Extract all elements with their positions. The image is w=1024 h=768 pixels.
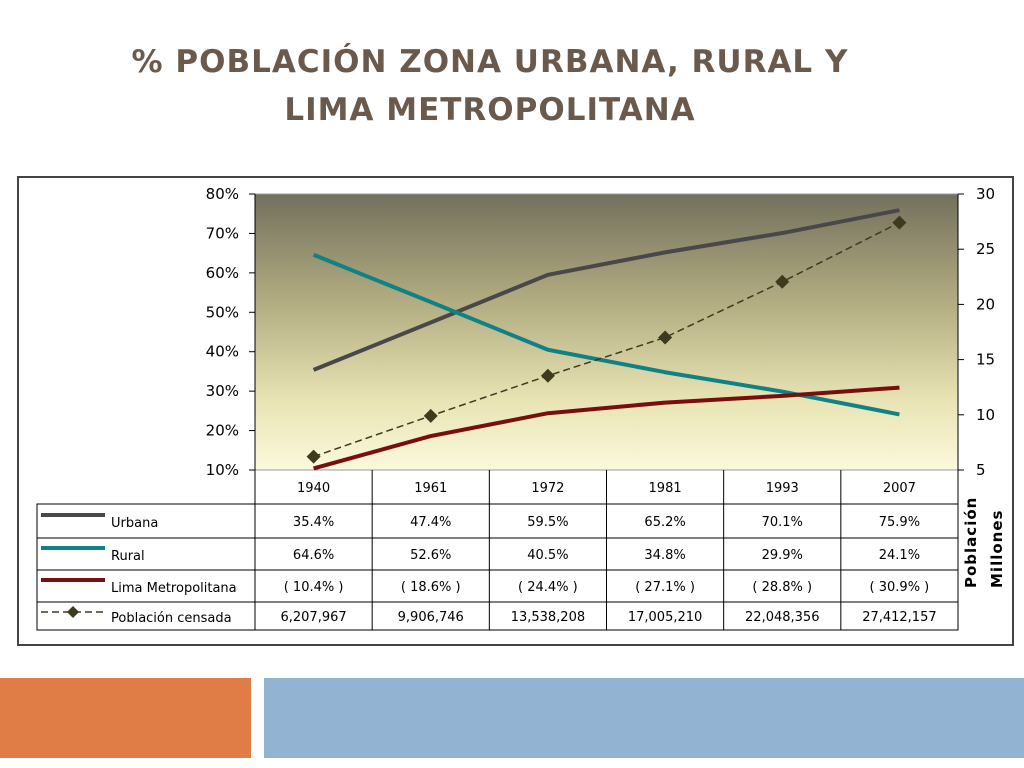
table-cell: 27,412,157	[862, 610, 936, 625]
legend-marker-poblacion	[67, 606, 79, 618]
series-poblacion-marker	[658, 330, 673, 345]
left-axis-tick-label: 20%	[206, 422, 239, 440]
category-label: 1993	[766, 481, 799, 496]
table-cell: ( 10.4% )	[284, 580, 344, 595]
category-label: 1981	[649, 481, 682, 496]
left-axis-tick-label: 50%	[206, 303, 239, 321]
data-table-body	[36, 503, 959, 631]
table-cell: 17,005,210	[628, 610, 702, 625]
table-cell: ( 18.6% )	[401, 580, 461, 595]
table-cell: ( 30.9% )	[870, 580, 930, 595]
table-cell: ( 27.1% )	[635, 580, 695, 595]
series-poblacion-line	[313, 221, 900, 458]
slide-title: % POBLACIÓN ZONA URBANA, RURAL Y LIMA ME…	[70, 38, 910, 134]
slide-title-line-1: % POBLACIÓN ZONA URBANA, RURAL Y	[131, 44, 849, 80]
right-axis-tick-label: 30	[976, 185, 995, 203]
series-urbana-line	[312, 208, 900, 372]
left-axis-tick-label: 80%	[206, 185, 239, 203]
series-poblacion-marker	[423, 408, 438, 423]
series-poblacion-marker	[306, 449, 321, 464]
table-cell: ( 24.4% )	[518, 580, 578, 595]
table-cell: 34.8%	[644, 548, 685, 563]
left-axis-tick-label: 70%	[206, 224, 239, 242]
table-cell: 13,538,208	[511, 610, 585, 625]
legend-label: Población censada	[111, 611, 232, 626]
category-label: 2007	[883, 481, 916, 496]
table-cell: 64.6%	[293, 548, 334, 563]
legend-label: Rural	[111, 549, 145, 564]
series-poblacion-marker	[540, 368, 555, 383]
left-axis-tick-label: 60%	[206, 264, 239, 282]
footer-orange-bar	[0, 678, 251, 758]
legend-label: Lima Metropolitana	[111, 581, 237, 596]
table-cell: 29.9%	[762, 548, 803, 563]
left-axis-tick-label: 10%	[206, 461, 239, 479]
plot-area	[254, 193, 959, 471]
right-axis-title-line-1: Población	[962, 497, 980, 588]
chart-frame: 10% 20% 30% 40% 50% 60% 70% 80% 5 10 15 20 25 30 Pobla…	[17, 176, 1014, 646]
right-axis-tick-label: 5	[976, 461, 986, 479]
slide-title-line-2: LIMA METROPOLITANA	[284, 92, 696, 128]
table-cell: 75.9%	[879, 515, 920, 530]
chart-svg: 10% 20% 30% 40% 50% 60% 70% 80% 5 10 15 20 25 30 Pobla…	[36, 185, 1006, 631]
table-cell: 6,207,967	[280, 610, 346, 625]
table-cell: 24.1%	[879, 548, 920, 563]
right-axis-tick-label: 25	[976, 240, 995, 258]
table-cell: 9,906,746	[398, 610, 464, 625]
left-axis-tick-label: 30%	[206, 382, 239, 400]
table-cell: 59.5%	[527, 515, 568, 530]
category-label: 1972	[531, 481, 564, 496]
table-cell: ( 28.8% )	[752, 580, 812, 595]
left-axis-tick-label: 40%	[206, 343, 239, 361]
table-cell: 35.4%	[293, 515, 334, 530]
category-label: 1940	[297, 481, 330, 496]
legend-label: Urbana	[111, 516, 158, 531]
right-axis-tick-label: 15	[976, 351, 995, 369]
right-axis-title-line-2: Millones	[988, 510, 1006, 588]
series-poblacion-marker	[892, 215, 907, 230]
right-axis-tick-label: 10	[976, 406, 995, 424]
series-lima-line	[313, 385, 900, 471]
table-cell: 47.4%	[410, 515, 451, 530]
series-poblacion-marker	[775, 274, 790, 289]
table-cell: 52.6%	[410, 548, 451, 563]
table-cell: 70.1%	[762, 515, 803, 530]
category-label: 1961	[414, 481, 447, 496]
table-cell: 22,048,356	[745, 610, 819, 625]
table-cell: 65.2%	[644, 515, 685, 530]
right-axis-tick-label: 20	[976, 295, 995, 313]
footer-blue-bar	[264, 678, 1024, 758]
table-cell: 40.5%	[527, 548, 568, 563]
